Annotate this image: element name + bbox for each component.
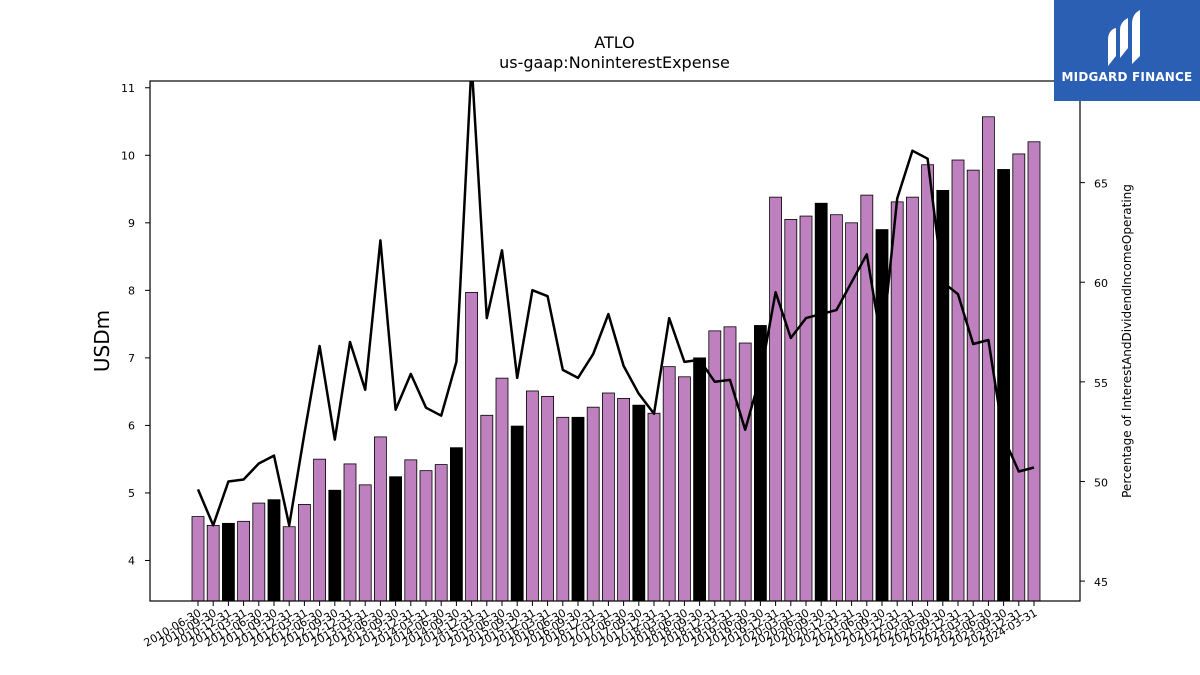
bar-2010-09-30 xyxy=(206,524,220,602)
bar-2022-12-31 xyxy=(951,159,965,602)
bar-2022-03-31 xyxy=(906,196,919,602)
bar-2010-12-31 xyxy=(221,522,235,602)
bar-2011-09-30 xyxy=(267,499,281,602)
chart-title: ATLO xyxy=(594,33,634,52)
bar-2014-06-30 xyxy=(434,464,448,602)
y-tick-label-left: 5 xyxy=(128,487,135,500)
bar-2012-06-30 xyxy=(313,458,327,602)
bar-2018-06-30 xyxy=(678,376,691,602)
logo-mark-icon xyxy=(1108,10,1140,66)
y-axis-label-right: Percentage of InterestAndDividendIncomeO… xyxy=(1120,184,1134,498)
bar-2013-06-30 xyxy=(373,436,387,602)
bar-2017-03-31 xyxy=(602,392,615,602)
bar-2021-12-31 xyxy=(890,201,904,602)
bar-2018-12-31 xyxy=(708,330,722,602)
plot-frame xyxy=(149,80,1081,602)
bar-2017-12-31 xyxy=(647,412,661,602)
y-tick-label-right: 60 xyxy=(1094,277,1108,290)
bar-2014-12-31 xyxy=(465,291,479,602)
bar-2020-09-30 xyxy=(814,202,828,602)
bar-2017-09-30 xyxy=(632,404,646,602)
line-series xyxy=(196,81,1035,527)
bar-2021-03-31 xyxy=(845,222,858,602)
bar-2020-03-31 xyxy=(784,219,798,602)
bar-2023-12-31 xyxy=(1012,153,1026,602)
bar-2013-09-30 xyxy=(389,476,403,602)
bar-group xyxy=(191,116,1041,602)
bar-2019-06-30 xyxy=(738,342,752,602)
bar-2013-12-31 xyxy=(404,459,418,602)
bar-2015-06-30 xyxy=(495,377,509,602)
bar-2020-06-30 xyxy=(799,215,813,602)
logo-text: MIDGARD FINANCE xyxy=(1061,70,1193,84)
bar-2016-09-30 xyxy=(571,416,585,602)
bar-2010-06-30 xyxy=(191,516,205,602)
y-tick-label-right: 65 xyxy=(1094,178,1108,191)
y-tick-label-left: 6 xyxy=(128,419,135,432)
bar-2012-03-31 xyxy=(297,504,311,602)
bar-2020-12-31 xyxy=(830,214,843,602)
bar-2014-03-31 xyxy=(419,470,433,602)
bar-2023-09-30 xyxy=(997,169,1010,602)
midgard-finance-logo: MIDGARD FINANCE xyxy=(1054,0,1200,101)
bar-2016-06-30 xyxy=(556,416,570,602)
bar-2021-09-30 xyxy=(875,229,889,602)
bar-2024-03-31 xyxy=(1027,141,1041,602)
bar-2015-09-30 xyxy=(510,425,524,602)
bar-2017-06-30 xyxy=(617,398,630,602)
bar-2015-12-31 xyxy=(526,390,539,602)
bar-2012-09-30 xyxy=(328,489,342,602)
bar-2011-06-30 xyxy=(252,502,266,602)
bar-2022-06-30 xyxy=(921,164,934,602)
chart-subtitle: us-gaap:NoninterestExpense xyxy=(499,53,730,72)
y-tick-label-right: 45 xyxy=(1094,576,1108,589)
bar-2013-03-31 xyxy=(358,484,372,602)
y-tick-label-left: 8 xyxy=(128,284,135,297)
bar-2011-12-31 xyxy=(282,526,296,602)
y-tick-label-left: 11 xyxy=(121,82,135,95)
bar-2019-03-31 xyxy=(723,326,737,602)
bar-2015-03-31 xyxy=(480,414,494,602)
y-axis-label-left: USDm xyxy=(90,310,114,372)
bar-2014-09-30 xyxy=(449,447,463,602)
y-tick-label-right: 50 xyxy=(1094,476,1108,489)
y-tick-label-left: 7 xyxy=(128,352,135,365)
bar-2012-12-31 xyxy=(343,463,357,602)
y-tick-label-right: 55 xyxy=(1094,377,1108,390)
axes: 456789101145505560652010-06-302010-09-30… xyxy=(121,80,1108,650)
bar-2023-03-31 xyxy=(966,169,980,602)
bar-2019-09-30 xyxy=(754,325,767,602)
bar-2018-09-30 xyxy=(693,357,706,602)
bar-2016-12-31 xyxy=(586,406,600,602)
bar-2018-03-31 xyxy=(662,366,676,602)
y-tick-label-left: 4 xyxy=(128,554,135,567)
line-percentage xyxy=(196,81,1035,527)
y-tick-label-left: 9 xyxy=(128,217,135,230)
y-tick-label-left: 10 xyxy=(121,149,135,162)
bar-2019-12-31 xyxy=(769,196,782,602)
bar-2016-03-31 xyxy=(541,395,554,602)
bar-2011-03-31 xyxy=(237,520,251,602)
